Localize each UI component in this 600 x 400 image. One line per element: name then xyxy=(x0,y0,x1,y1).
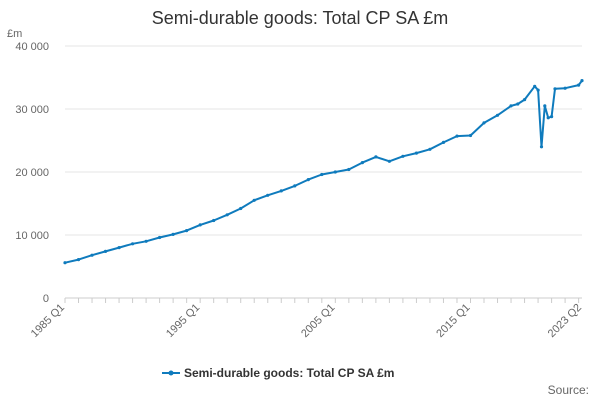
y-tick-label: 0 xyxy=(43,293,49,305)
y-tick-label: 10 000 xyxy=(15,230,49,242)
data-point xyxy=(131,242,135,246)
legend[interactable]: Semi-durable goods: Total CP SA £m xyxy=(162,366,394,380)
data-point xyxy=(198,223,202,227)
data-point xyxy=(239,206,243,211)
x-tick-label: 2023 Q2 xyxy=(546,302,584,340)
data-point xyxy=(516,102,520,106)
data-point xyxy=(76,258,81,262)
data-point xyxy=(495,113,500,117)
data-point xyxy=(266,193,270,197)
y-tick-label: 40 000 xyxy=(15,41,49,53)
x-tick-label: 1995 Q1 xyxy=(164,302,202,340)
data-point xyxy=(563,86,567,90)
data-point xyxy=(536,88,540,92)
data-point xyxy=(212,218,216,223)
data-point xyxy=(550,115,554,119)
data-point xyxy=(306,178,310,182)
y-axis-ticks: 0 10 000 20 000 30 000 40 000 xyxy=(15,41,49,305)
data-point xyxy=(333,170,337,174)
data-point xyxy=(546,116,550,120)
data-point xyxy=(374,155,378,159)
data-point xyxy=(347,167,351,172)
data-point xyxy=(414,151,418,155)
x-tick-label: 2005 Q1 xyxy=(299,302,337,340)
data-point xyxy=(185,229,189,233)
data-point xyxy=(509,104,513,108)
x-tick-label: 2015 Q1 xyxy=(434,302,472,340)
legend-dot-marker xyxy=(168,370,174,376)
y-axis-unit-label: £m xyxy=(7,28,22,40)
data-point xyxy=(580,79,584,83)
data-point xyxy=(523,98,527,102)
data-point xyxy=(293,184,297,188)
data-point xyxy=(387,159,391,163)
data-point xyxy=(117,246,121,250)
series-layer xyxy=(63,79,584,265)
data-point xyxy=(320,172,324,177)
y-tick-label: 20 000 xyxy=(15,167,49,179)
y-tick-label: 30 000 xyxy=(15,104,49,116)
data-point xyxy=(543,104,547,108)
data-point xyxy=(428,147,432,151)
x-axis: 1985 Q1 1995 Q1 2005 Q1 2015 Q1 2023 Q2 xyxy=(29,297,584,340)
data-point xyxy=(441,140,446,144)
data-point xyxy=(468,133,473,138)
data-point xyxy=(90,253,94,257)
data-point xyxy=(171,232,175,236)
legend-label: Semi-durable goods: Total CP SA £m xyxy=(184,366,394,380)
data-point xyxy=(252,198,256,202)
gridlines xyxy=(65,45,582,236)
series-line xyxy=(64,79,583,264)
chart-title: Semi-durable goods: Total CP SA £m xyxy=(152,8,449,28)
data-point xyxy=(539,145,544,149)
data-point xyxy=(63,261,67,265)
data-point xyxy=(225,213,229,217)
data-point xyxy=(553,87,557,91)
data-point xyxy=(577,83,581,87)
data-point xyxy=(279,189,283,193)
data-point xyxy=(455,134,459,138)
data-point xyxy=(158,235,162,240)
data-point xyxy=(360,161,364,165)
source-label: Source: xyxy=(548,383,589,397)
data-point xyxy=(103,249,108,253)
data-point xyxy=(482,121,486,125)
data-point xyxy=(144,239,148,243)
x-tick-label: 1985 Q1 xyxy=(29,302,67,340)
data-point xyxy=(401,154,405,158)
data-point xyxy=(533,84,537,88)
